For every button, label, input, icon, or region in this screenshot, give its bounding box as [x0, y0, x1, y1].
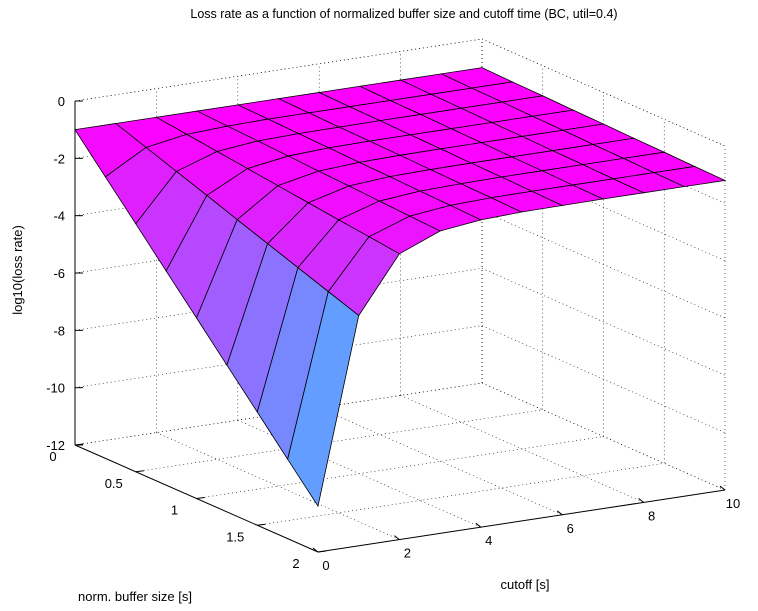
y-tick	[317, 550, 327, 553]
grid-line	[319, 407, 563, 516]
x-tick-label: 0	[322, 558, 329, 573]
y-tick	[257, 523, 266, 526]
z-axis-label: log10(loss rate)	[10, 225, 25, 315]
y-tick	[74, 443, 84, 446]
x-tick	[394, 535, 400, 540]
grid-line	[74, 268, 483, 331]
grid-line	[135, 409, 543, 473]
z-tick-label: -12	[46, 438, 65, 453]
grid-line	[196, 436, 604, 499]
x-tick-label: 2	[404, 546, 411, 561]
y-tick-label: 0	[49, 449, 56, 464]
x-tick-label: 4	[485, 533, 492, 548]
grid-line	[74, 325, 483, 388]
grid-line	[257, 462, 665, 526]
box-edge	[74, 38, 483, 102]
grid-line	[74, 382, 483, 446]
z-tick-label: -2	[53, 151, 65, 166]
y-axis-label: norm. buffer size [s]	[78, 589, 192, 604]
y-tick-label: 0.5	[105, 476, 123, 491]
y-tick	[196, 497, 205, 499]
surface-patch	[287, 290, 360, 508]
y-tick	[135, 470, 144, 473]
y-tick-label: 1.5	[226, 529, 244, 544]
box-edge	[481, 38, 726, 147]
y-tick-label: 2	[292, 556, 299, 571]
x-tick-label: 10	[726, 496, 740, 511]
grid-line	[400, 395, 644, 503]
x-tick	[312, 547, 319, 553]
grid-line	[481, 210, 726, 319]
z-tick-label: -6	[53, 266, 65, 281]
x-tick	[475, 522, 482, 528]
z-tick-label: 0	[58, 94, 65, 109]
grid-line	[156, 432, 400, 540]
x-tick	[719, 485, 726, 491]
x-tick-label: 8	[648, 508, 655, 523]
grid-line	[74, 210, 483, 274]
y-tick-label: 1	[171, 503, 178, 518]
grid-line	[481, 382, 726, 491]
z-tick-label: -4	[53, 209, 65, 224]
x-axis	[317, 489, 726, 553]
x-tick	[638, 498, 644, 503]
x-tick	[556, 510, 563, 516]
z-tick-label: -10	[46, 381, 65, 396]
grid-line	[481, 268, 726, 376]
x-axis-label: cutoff [s]	[501, 577, 550, 592]
x-tick-label: 6	[567, 521, 574, 536]
z-tick-label: -8	[53, 323, 65, 338]
chart-title: Loss rate as a function of normalized bu…	[190, 7, 617, 21]
grid-line	[481, 325, 726, 433]
